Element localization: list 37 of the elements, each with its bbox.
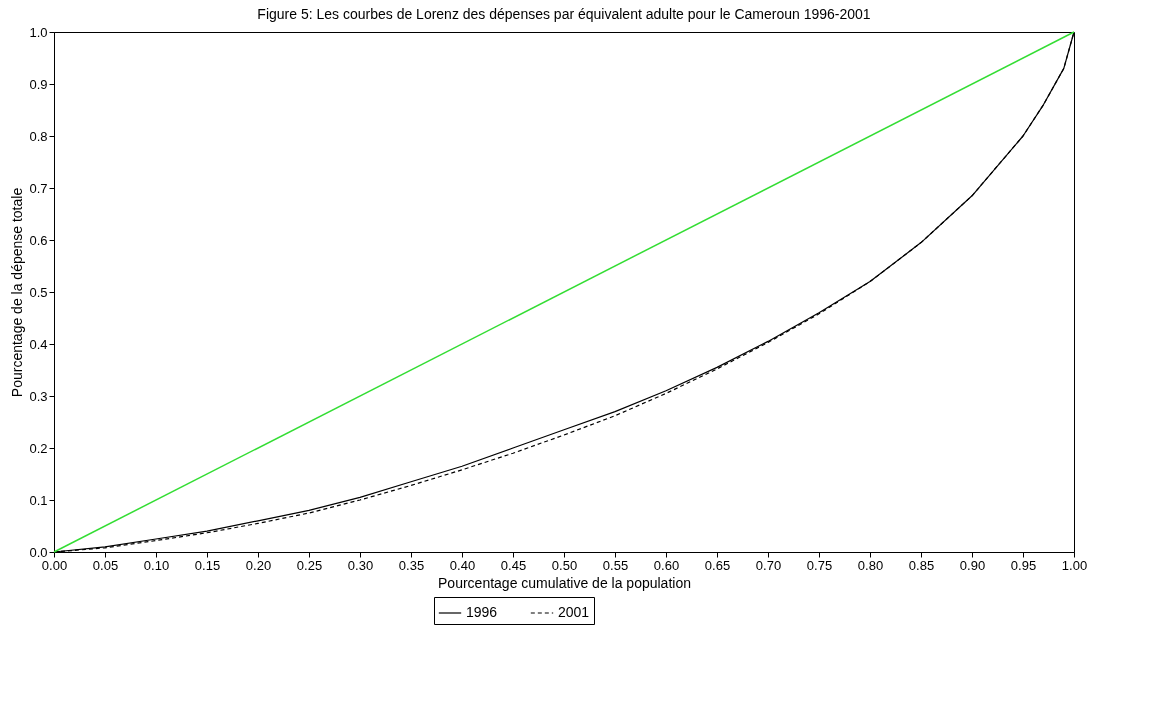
x-tick-label: 0.70 (755, 557, 782, 573)
chart-title: Figure 5: Les courbes de Lorenz des dépenses par équivalent adulte pour le Cameroun 1996-2001 (257, 6, 871, 22)
y-tick-label: 0.8 (29, 128, 48, 144)
x-tick-label: 0.40 (449, 557, 476, 573)
x-tick-label: 0.35 (398, 557, 425, 573)
x-tick-label: 0.85 (908, 557, 935, 573)
x-tick-label: 0.60 (653, 557, 680, 573)
x-tick-label: 0.25 (296, 557, 323, 573)
y-tick-label: 0.7 (29, 180, 48, 196)
y-tick-label: 0.2 (29, 440, 48, 456)
y-tick-label: 0.9 (29, 76, 48, 92)
y-tick-label: 0.4 (29, 336, 48, 352)
x-tick-label: 0.05 (92, 557, 119, 573)
x-axis-title: Pourcentage cumulative de la population (438, 574, 691, 591)
y-tick-label: 0.6 (29, 232, 48, 248)
x-tick-label: 0.10 (143, 557, 170, 573)
x-tick-label: 0.75 (806, 557, 833, 573)
x-tick-label: 1.00 (1061, 557, 1088, 573)
y-tick-label: 0.1 (29, 492, 48, 508)
legend-label: 1996 (466, 604, 498, 620)
x-tick-label: 0.30 (347, 557, 374, 573)
x-tick-label: 0.50 (551, 557, 578, 573)
legend-label: 2001 (558, 604, 590, 620)
y-tick-label: 0.0 (29, 544, 48, 560)
y-tick-label: 0.3 (29, 388, 48, 404)
y-axis-title: Pourcentage de la dépense totale (9, 187, 26, 398)
y-tick-label: 1.0 (29, 24, 48, 40)
x-tick-label: 0.90 (959, 557, 986, 573)
x-tick-label: 0.15 (194, 557, 221, 573)
x-tick-label: 0.45 (500, 557, 527, 573)
x-tick-label: 0.65 (704, 557, 731, 573)
x-tick-label: 0.20 (245, 557, 272, 573)
x-tick-label: 0.95 (1010, 557, 1037, 573)
x-tick-label: 0.00 (41, 557, 68, 573)
y-tick-label: 0.5 (29, 284, 48, 300)
x-tick-label: 0.55 (602, 557, 629, 573)
x-tick-label: 0.80 (857, 557, 884, 573)
